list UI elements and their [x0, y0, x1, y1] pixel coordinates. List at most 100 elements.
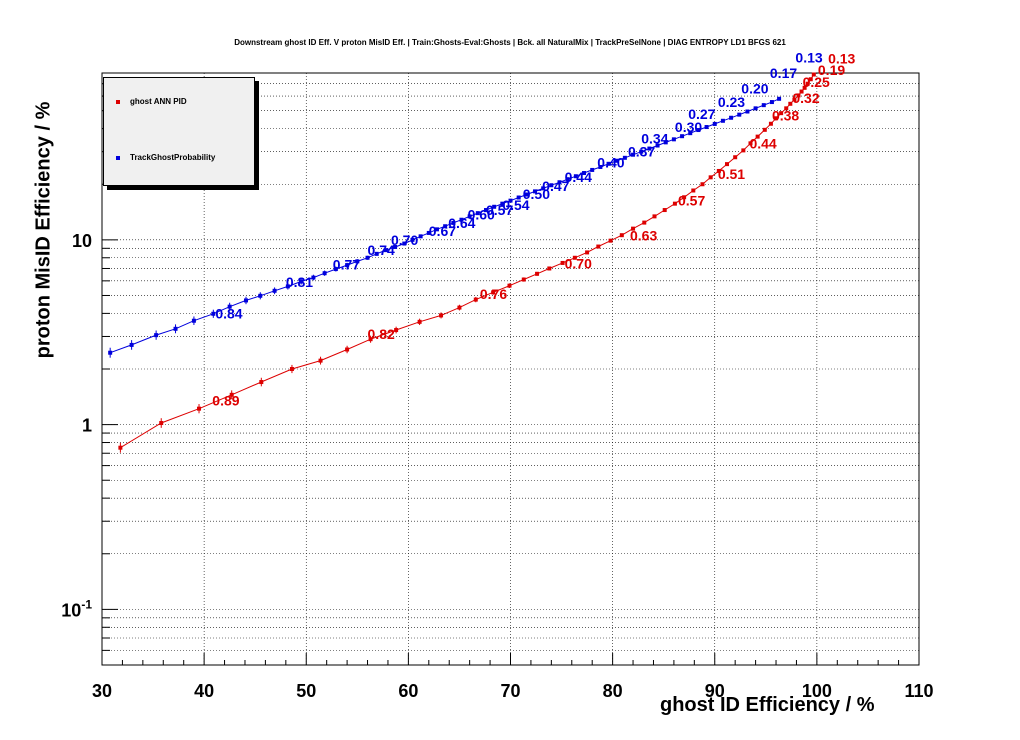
- data-point: [108, 350, 113, 355]
- data-point: [720, 118, 725, 123]
- data-point: [258, 293, 263, 298]
- data-point: [524, 192, 529, 197]
- data-point: [365, 255, 370, 260]
- data-point: [779, 111, 784, 116]
- point-label: 0.20: [741, 80, 768, 96]
- point-label: 0.81: [286, 274, 313, 290]
- data-point: [521, 277, 526, 282]
- x-tick-label: 70: [500, 681, 520, 701]
- point-label: 0.54: [502, 197, 529, 213]
- data-point: [768, 121, 773, 126]
- data-point: [500, 201, 505, 206]
- point-label: 0.76: [480, 286, 507, 302]
- data-point: [483, 208, 488, 213]
- data-point: [243, 298, 248, 303]
- data-point: [393, 244, 398, 249]
- data-point: [792, 97, 797, 102]
- data-point: [590, 167, 595, 172]
- data-point: [426, 230, 431, 235]
- series-layer: [108, 72, 816, 453]
- data-point: [535, 271, 540, 276]
- data-point: [507, 283, 512, 288]
- point-label: 0.84: [215, 306, 242, 322]
- data-point: [459, 217, 464, 222]
- x-tick-label: 80: [603, 681, 623, 701]
- data-point: [725, 162, 730, 167]
- point-label: 0.74: [368, 242, 395, 258]
- data-point: [774, 116, 779, 121]
- point-label: 0.60: [468, 206, 495, 222]
- y-tick-label: 1: [82, 416, 92, 436]
- data-point: [457, 305, 462, 310]
- point-label: 0.37: [628, 143, 655, 159]
- data-point: [808, 77, 813, 82]
- point-label: 0.32: [792, 90, 819, 106]
- grid-layer: [101, 72, 920, 666]
- point-label: 0.77: [333, 257, 360, 273]
- point-label: 0.57: [486, 202, 513, 218]
- data-point: [762, 127, 767, 132]
- point-label: 0.34: [641, 131, 668, 147]
- data-point: [733, 155, 738, 160]
- data-point: [285, 284, 290, 289]
- data-point: [118, 445, 123, 450]
- x-tick-label: 50: [296, 681, 316, 701]
- data-point: [547, 266, 552, 271]
- data-point: [541, 186, 546, 191]
- data-point: [129, 342, 134, 347]
- data-point: [796, 93, 801, 98]
- data-point: [475, 211, 480, 216]
- data-point: [737, 112, 742, 117]
- data-point: [491, 290, 496, 295]
- data-point: [565, 177, 570, 182]
- point-label: 0.38: [772, 107, 799, 123]
- data-point: [374, 251, 379, 256]
- data-point: [443, 224, 448, 229]
- data-point: [154, 333, 159, 338]
- data-point: [516, 195, 521, 200]
- point-label: 0.50: [523, 186, 550, 202]
- data-point: [533, 189, 538, 194]
- data-point: [777, 96, 782, 101]
- data-point: [708, 175, 713, 180]
- data-point: [259, 380, 264, 385]
- legend-item-trackghostprobability: TrackGhostProbability: [116, 153, 215, 162]
- data-point: [680, 134, 685, 139]
- point-label: 0.27: [688, 106, 715, 122]
- data-point: [631, 152, 636, 157]
- data-point: [619, 233, 624, 238]
- data-point: [696, 128, 701, 133]
- data-point: [345, 347, 350, 352]
- point-labels-layer: 0.890.820.760.700.630.570.510.440.380.32…: [212, 50, 855, 409]
- y-tick-label-exponent: -1: [81, 597, 92, 611]
- data-point: [197, 406, 202, 411]
- data-point: [333, 267, 338, 272]
- x-tick-label: 100: [802, 681, 832, 701]
- data-point: [608, 238, 613, 243]
- data-point: [596, 244, 601, 249]
- point-label: 0.17: [770, 65, 797, 81]
- data-point: [729, 115, 734, 120]
- data-point: [311, 275, 316, 280]
- point-label: 0.44: [565, 169, 592, 185]
- x-tick-label: 40: [194, 681, 214, 701]
- data-point: [606, 161, 611, 166]
- x-tick-label: 30: [92, 681, 112, 701]
- data-point: [410, 237, 415, 242]
- x-axis-label: ghost ID Efficiency / %: [660, 694, 875, 716]
- data-point: [662, 208, 667, 213]
- legend-label: ghost ANN PID: [130, 97, 187, 106]
- point-label: 0.51: [718, 166, 745, 182]
- data-point: [345, 263, 350, 268]
- data-point: [655, 143, 660, 148]
- data-point: [318, 358, 323, 363]
- data-point: [173, 326, 178, 331]
- data-point: [191, 318, 196, 323]
- data-point: [652, 214, 657, 219]
- y-tick-label: 10-1: [61, 597, 92, 620]
- data-point: [227, 304, 232, 309]
- data-point: [549, 183, 554, 188]
- data-point: [663, 140, 668, 145]
- data-point: [688, 131, 693, 136]
- data-point: [799, 89, 804, 94]
